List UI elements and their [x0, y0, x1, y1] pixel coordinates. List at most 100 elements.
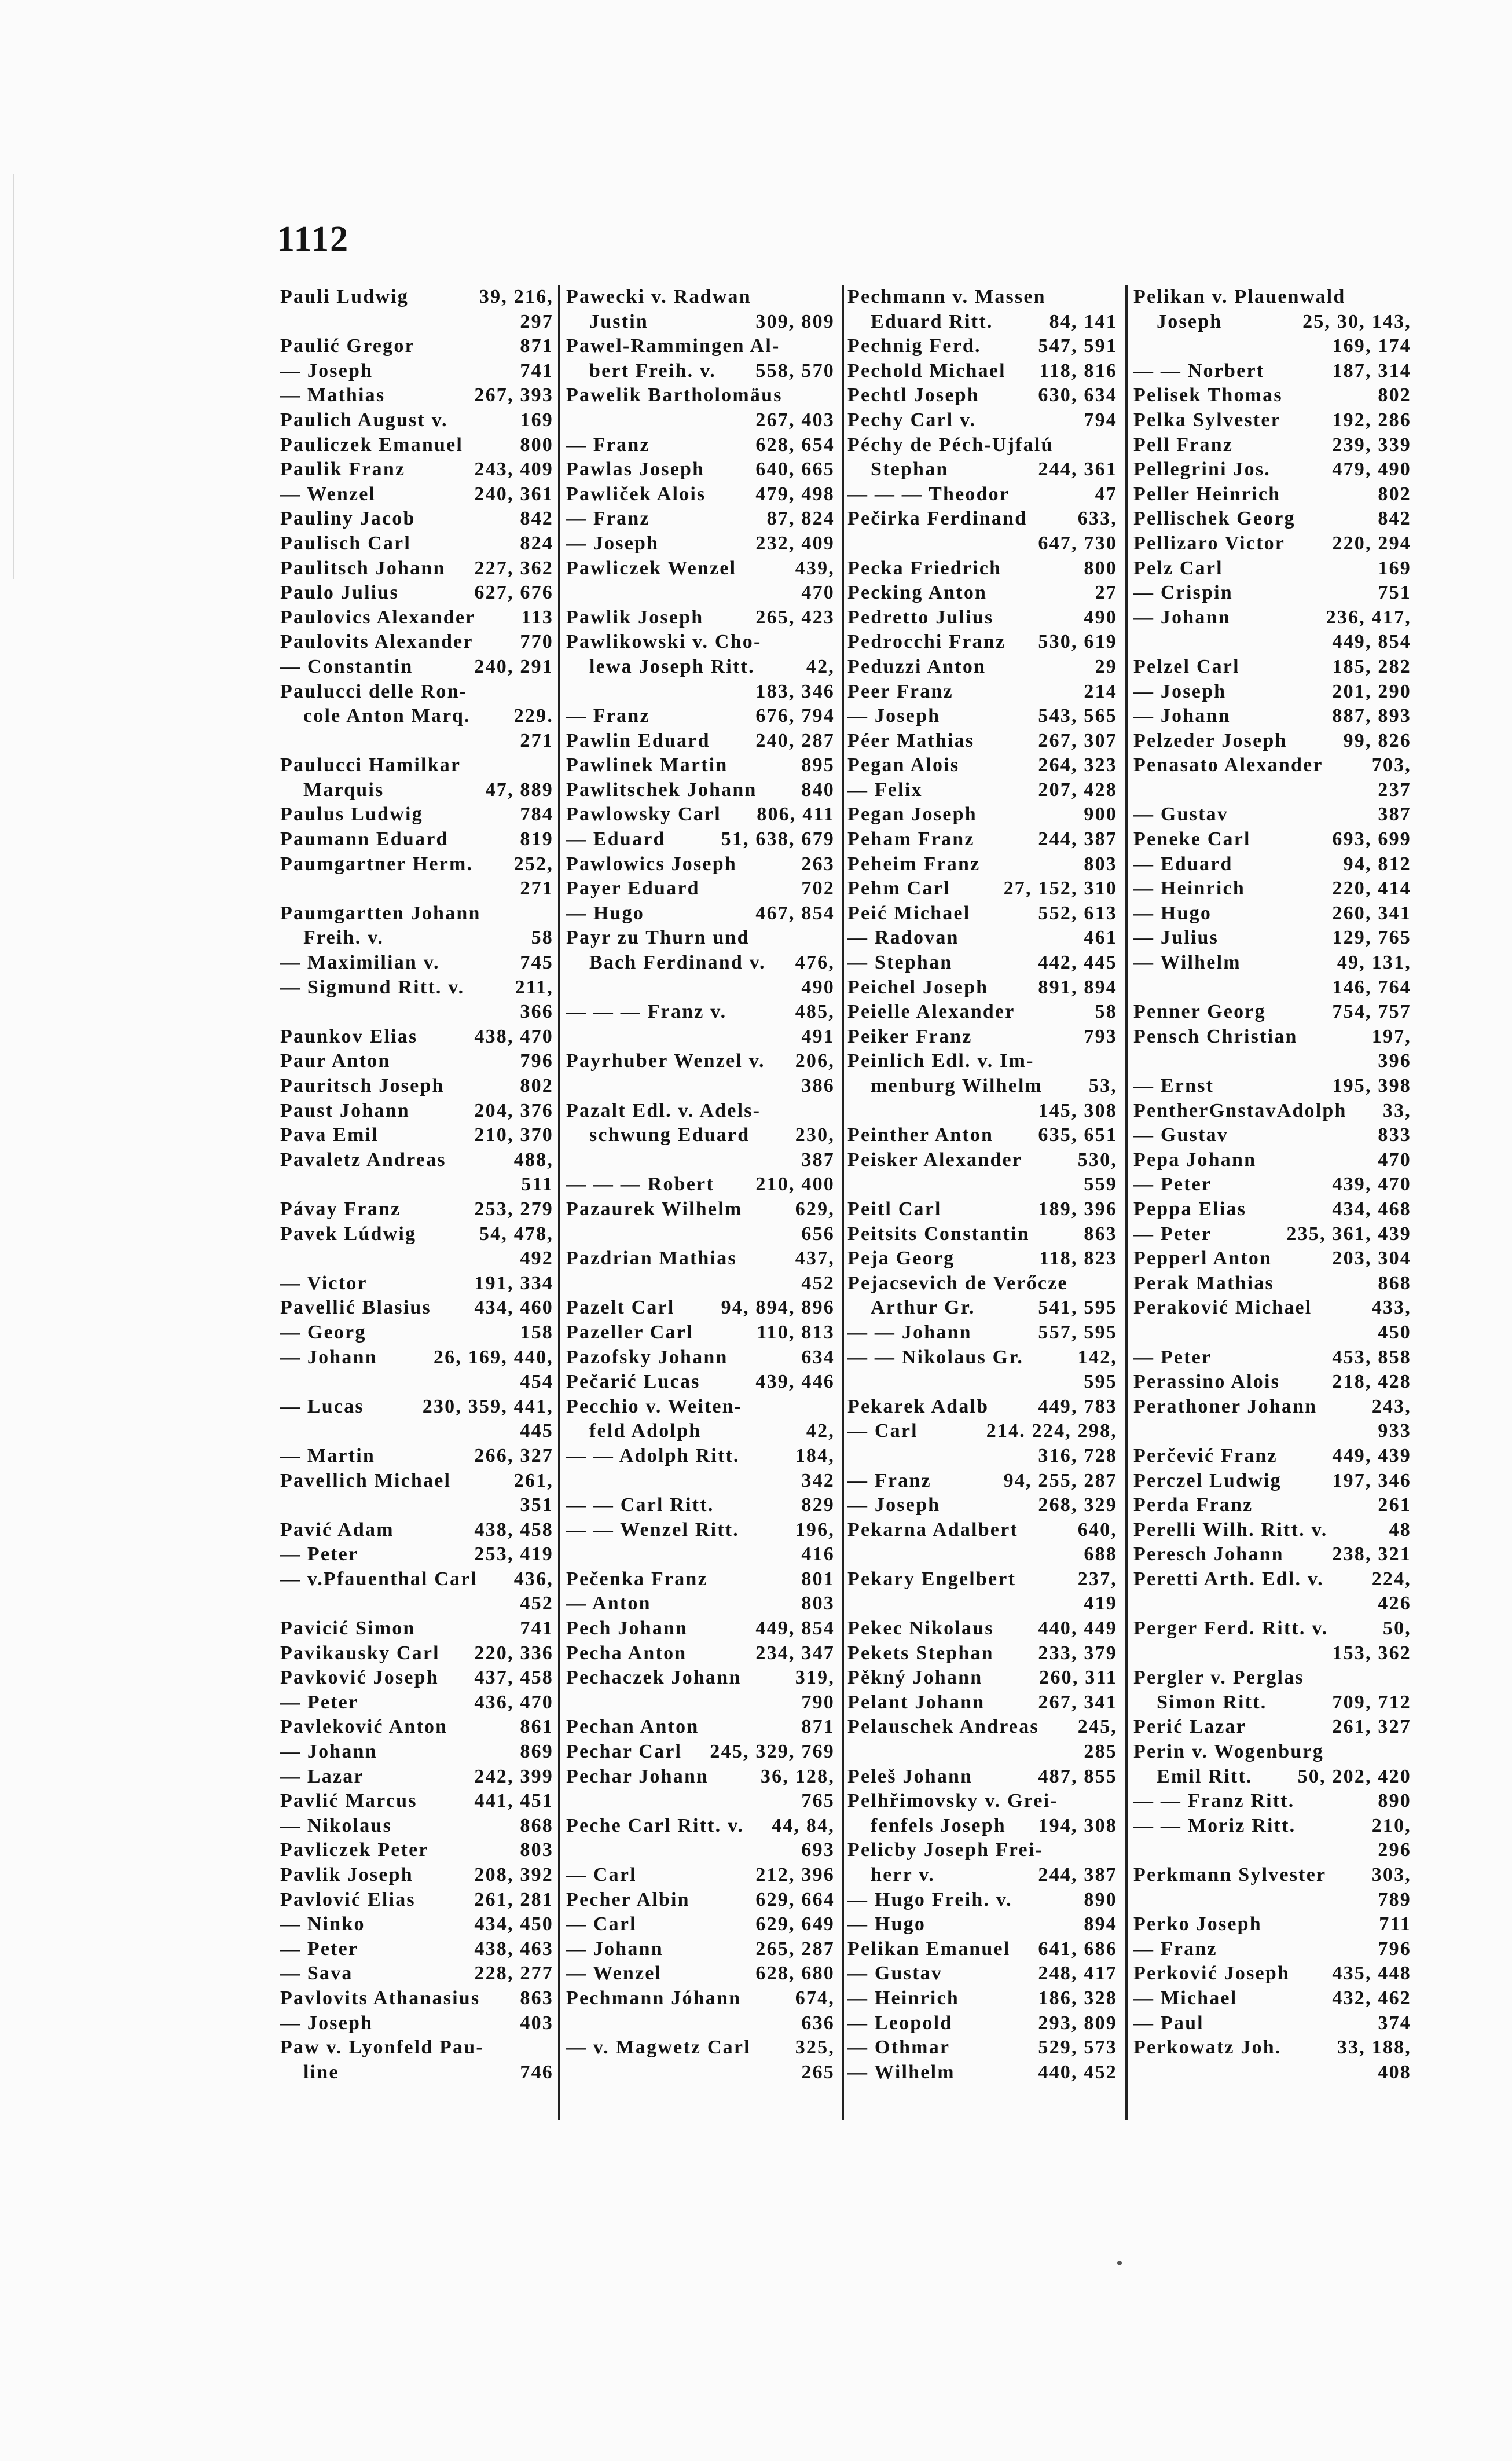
index-entry: Pawlinek Martin 895	[566, 753, 835, 778]
index-entry: Pechaczek Johann 319,	[566, 1666, 835, 1690]
index-entry: Pechan Anton 871	[566, 1715, 835, 1740]
index-entry: — — — Franz v. 485,	[566, 1000, 835, 1025]
entry-pages: 467, 854	[755, 902, 835, 924]
entry-name: Pava Emil	[280, 1124, 379, 1146]
index-entry: 265	[566, 2060, 835, 2085]
entry-pages: 242, 399	[474, 1765, 553, 1787]
entry-name: Perko Joseph	[1133, 1913, 1262, 1935]
entry-name: — Joseph	[1133, 680, 1227, 702]
entry-name: Joseph	[1157, 310, 1223, 332]
entry-name: Pavicić Simon	[280, 1618, 416, 1640]
entry-name: Peinther Anton	[847, 1124, 994, 1146]
entry-pages: 113	[521, 606, 553, 628]
index-entry: — Leopold 293, 809	[847, 2011, 1117, 2036]
index-entry: — Nikolaus 868	[280, 1814, 553, 1839]
entry-pages: 628, 654	[755, 434, 835, 456]
entry-pages: 530, 619	[1038, 631, 1117, 653]
entry-name: Peheim Franz	[847, 853, 981, 875]
entry-pages: 244, 387	[1038, 828, 1117, 850]
entry-name: Pegan Joseph	[847, 804, 977, 826]
entry-pages: 595	[1084, 1371, 1117, 1393]
entry-pages: 437, 458	[474, 1667, 553, 1689]
entry-pages: 58	[1095, 1001, 1117, 1023]
index-entry: — Sigmund Ritt. v. 211,	[280, 975, 553, 1000]
index-entry: — Georg 158	[280, 1321, 553, 1345]
entry-pages: 693, 699	[1332, 828, 1411, 850]
entry-name: — Johann	[1133, 606, 1231, 628]
entry-name: — Maximilian v.	[280, 952, 440, 974]
entry-pages: 492	[520, 1248, 553, 1270]
entry-name: — Franz	[1133, 1938, 1217, 1960]
index-entry: Paur Anton 796	[280, 1049, 553, 1074]
entry-pages: 676, 794	[755, 705, 835, 727]
entry-name: Perkmann Sylvester	[1133, 1864, 1327, 1886]
entry-pages: 703,	[1371, 754, 1411, 776]
index-entry: — Ninko 434, 450	[280, 1912, 553, 1937]
entry-pages: 232, 409	[755, 532, 835, 554]
entry-pages	[1113, 1789, 1117, 1814]
entry-pages	[1407, 1740, 1411, 1765]
entry-name: Pelzeder Joseph	[1133, 729, 1287, 751]
index-entry: Paulovics Alexander 113	[280, 606, 553, 630]
entry-pages: 453, 858	[1332, 1346, 1411, 1368]
entry-pages: 54, 478,	[479, 1223, 553, 1245]
entry-pages: 240, 291	[474, 655, 553, 677]
index-entry: Peinlich Edl. v. Im-	[847, 1049, 1117, 1074]
entry-pages: 261, 327	[1332, 1716, 1411, 1738]
index-entry: Pavlik Joseph 208, 392	[280, 1863, 553, 1888]
entry-pages: 267, 341	[1038, 1691, 1117, 1713]
entry-name: Perger Ferd. Ritt. v.	[1133, 1618, 1328, 1640]
entry-pages: 261	[1378, 1494, 1411, 1516]
index-entry: 491	[566, 1025, 835, 1050]
index-entry: Peheim Franz 803	[847, 852, 1117, 877]
index-entry: Freih. v. 58	[280, 926, 553, 951]
entry-name: Pavikausky Carl	[280, 1642, 440, 1664]
entry-name: Pecchio v. Weiten-	[566, 1395, 743, 1417]
entry-pages: 224,	[1371, 1568, 1411, 1590]
entry-pages: 784	[520, 804, 553, 826]
entry-pages: 449, 854	[1332, 631, 1411, 653]
entry-pages: 470	[1378, 1149, 1411, 1171]
entry-pages	[549, 680, 553, 705]
entry-name: Pavaletz Andreas	[280, 1149, 446, 1171]
entry-name: Pelikan v. Plauenwald	[1133, 286, 1346, 307]
entry-pages: 887, 893	[1332, 705, 1411, 727]
entry-name: Pecher Albin	[566, 1888, 690, 1910]
entry-pages: 99, 826	[1343, 729, 1411, 751]
entry-pages: 146, 764	[1332, 976, 1411, 998]
entry-pages: 27, 152, 310	[1003, 878, 1117, 900]
entry-pages: 450	[1378, 1321, 1411, 1343]
index-entry: 297	[280, 310, 553, 335]
index-entry: Pavikausky Carl 220, 336	[280, 1641, 553, 1666]
entry-pages: 214	[1084, 680, 1117, 702]
entry-pages: 233, 379	[1038, 1642, 1117, 1664]
entry-pages: 454	[520, 1371, 553, 1393]
entry-pages: 439,	[795, 557, 835, 579]
entry-pages: 53,	[1088, 1075, 1117, 1096]
entry-name: Pečarić Lucas	[566, 1371, 700, 1393]
entry-name: Perak Mathias	[1133, 1272, 1274, 1294]
entry-name: Pawliczek Wenzel	[566, 557, 737, 579]
index-entry: Pekec Nikolaus 440, 449	[847, 1616, 1117, 1641]
entry-pages: 214. 224, 298,	[986, 1420, 1117, 1442]
index-entry: 449, 854	[1133, 630, 1411, 655]
index-entry: Justin 309, 809	[566, 310, 835, 335]
entry-name: Pelzel Carl	[1133, 655, 1240, 677]
entry-name: Perathoner Johann	[1133, 1395, 1318, 1417]
entry-name: Pensch Christian	[1133, 1025, 1298, 1047]
entry-name: Justin	[589, 310, 649, 332]
index-entry: Perković Joseph 435, 448	[1133, 1961, 1411, 1986]
entry-name: Simon Ritt.	[1157, 1691, 1267, 1713]
entry-name: Perelli Wilh. Ritt. v.	[1133, 1519, 1328, 1541]
entry-name: Pawliček Alois	[566, 483, 706, 505]
entry-name: Peer Franz	[847, 680, 953, 702]
entry-name: Payer Eduard	[566, 878, 700, 900]
entry-pages: 842	[1378, 508, 1411, 530]
index-entry: fenfels Joseph 194, 308	[847, 1814, 1117, 1839]
entry-pages	[1407, 1666, 1411, 1690]
index-entry: — Sava 228, 277	[280, 1961, 553, 1986]
index-entry: Pelzel Carl 185, 282	[1133, 655, 1411, 680]
entry-name: Paw v. Lyonfeld Pau-	[280, 2037, 484, 2059]
entry-name: — Julius	[1133, 927, 1219, 949]
entry-pages: 824	[520, 532, 553, 554]
